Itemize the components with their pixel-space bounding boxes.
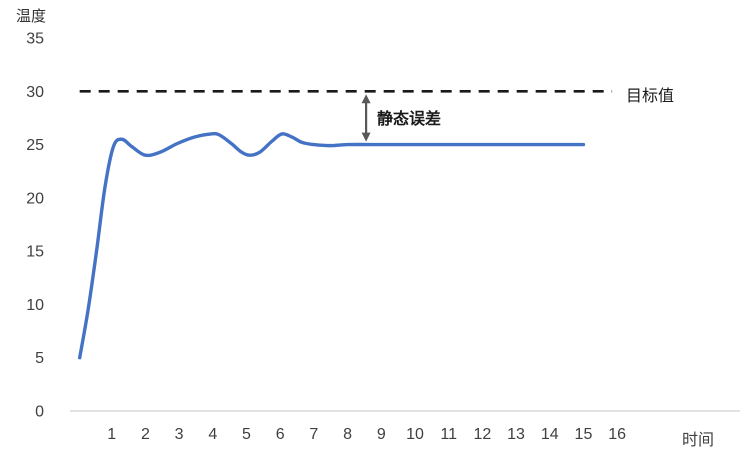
- x-tick-label: 12: [473, 426, 491, 443]
- x-tick-label: 3: [175, 426, 184, 443]
- x-tick-label: 2: [141, 426, 150, 443]
- x-tick-label: 13: [507, 426, 525, 443]
- x-tick-label: 4: [208, 426, 217, 443]
- x-tick-label: 5: [242, 426, 251, 443]
- y-tick-label: 5: [35, 350, 44, 367]
- y-tick-label: 20: [26, 190, 44, 207]
- x-tick-label: 11: [440, 426, 457, 443]
- x-tick-label: 7: [309, 426, 318, 443]
- x-tick-label: 9: [377, 426, 386, 443]
- y-tick-label: 10: [26, 297, 44, 314]
- y-tick-label: 30: [26, 84, 44, 101]
- error-arrow-head-top: [361, 94, 371, 104]
- x-tick-label: 10: [406, 426, 424, 443]
- x-tick-label: 16: [608, 426, 626, 443]
- y-tick-label: 25: [26, 137, 44, 154]
- x-axis-title: 时间: [682, 432, 715, 449]
- y-tick-label: 35: [26, 31, 44, 48]
- response-curve-line: [77, 131, 586, 360]
- x-tick-label: 15: [575, 426, 593, 443]
- target-value-label: 目标值: [626, 88, 675, 105]
- y-axis-title: 温度: [16, 8, 47, 25]
- x-tick-label: 1: [107, 426, 116, 443]
- y-tick-label: 0: [35, 404, 44, 421]
- x-tick-label: 8: [343, 426, 352, 443]
- error-arrow-head-bottom: [361, 132, 371, 142]
- x-tick-label: 14: [541, 426, 559, 443]
- static-error-label: 静态误差: [377, 111, 442, 128]
- y-tick-label: 15: [26, 244, 44, 261]
- x-tick-label: 6: [276, 426, 285, 443]
